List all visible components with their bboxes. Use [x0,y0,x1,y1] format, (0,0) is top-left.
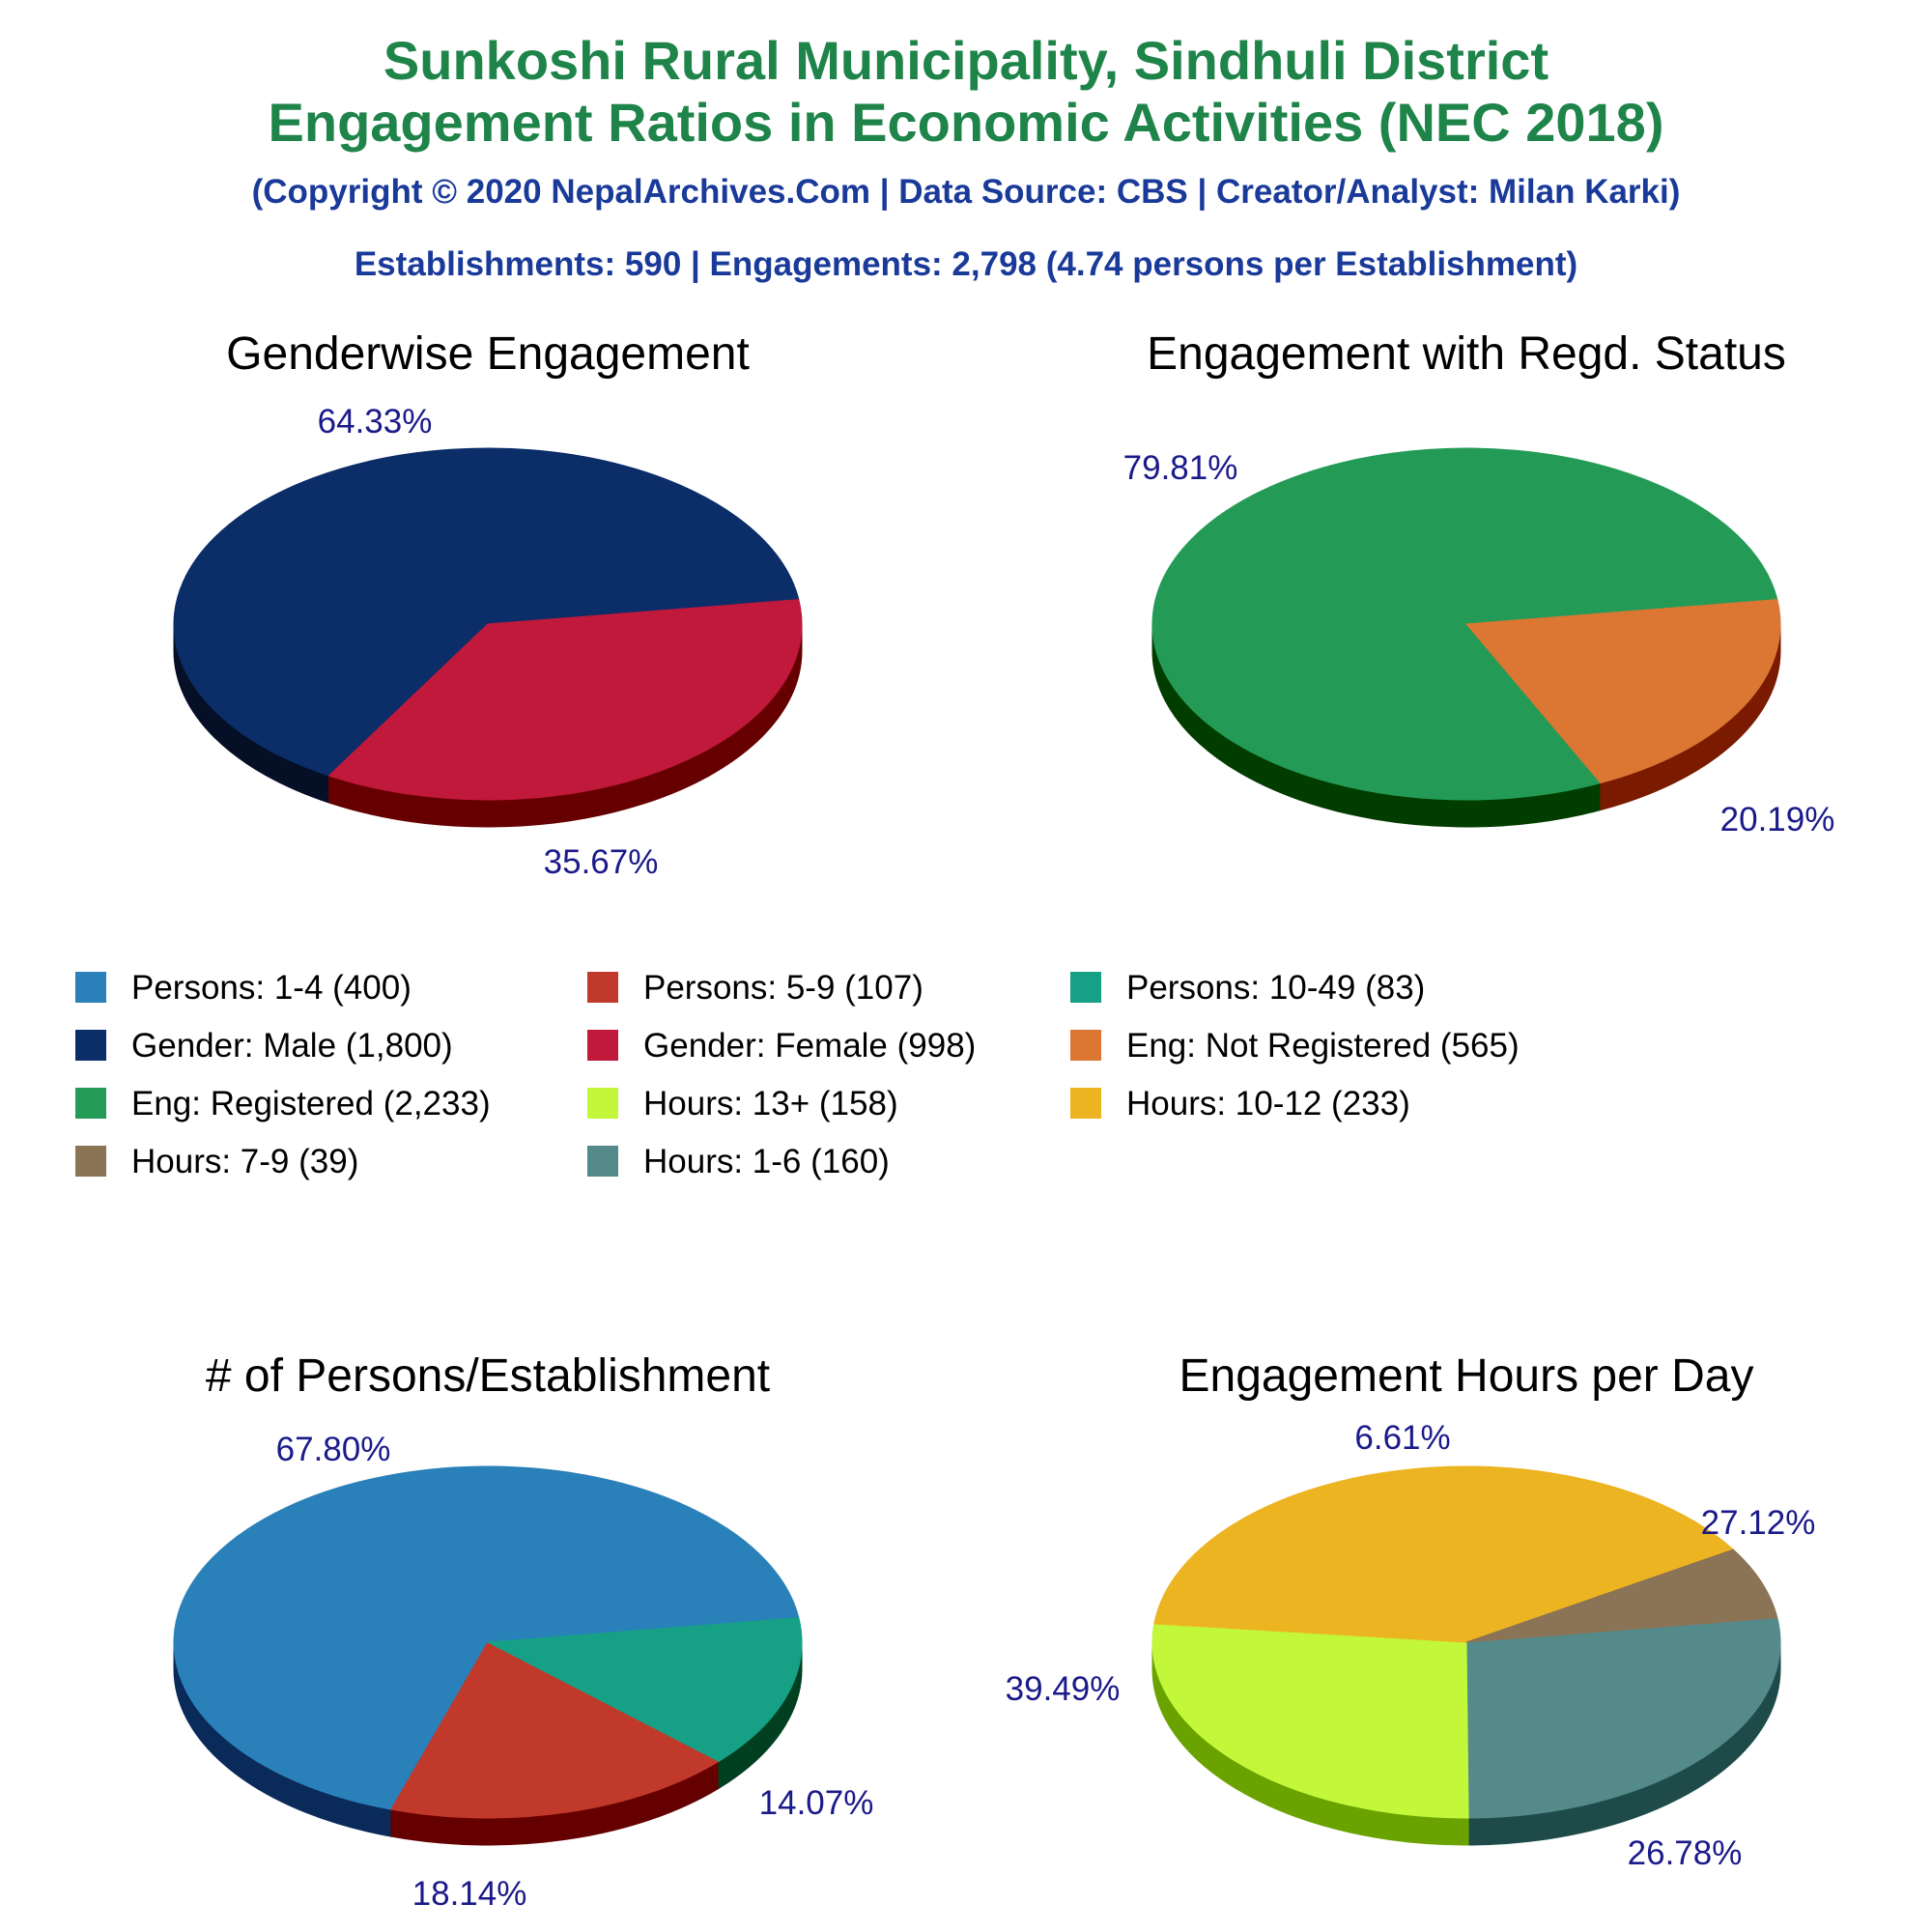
pie-title: # of Persons/Establishment [206,1350,770,1402]
pie-slice-persons-1-4 [173,1465,800,1810]
legend-label: Hours: 13+ (158) [643,1085,898,1122]
summary-line: Establishments: 590 | Engagements: 2,798… [355,245,1577,283]
chart-title-line-1: Sunkoshi Rural Municipality, Sindhuli Di… [384,30,1548,91]
pie-slice-hours-10-12 [1153,1465,1735,1643]
pie-chart-of-persons-establishment: # of Persons/Establishment 67.80% 18.14% 14… [173,1350,874,1913]
legend-swatch [587,1146,618,1177]
pie-title: Engagement with Regd. Status [1147,328,1786,380]
legend-label: Persons: 5-9 (107) [643,969,923,1007]
legend-item-eng-not-registered-565: Eng: Not Registered (565) [1070,1027,1520,1065]
legend-swatch [75,1146,106,1177]
pie-title: Genderwise Engagement [226,328,750,380]
pie-chart-genderwise-engagement: Genderwise Engagement 64.33% 35.67% [173,328,803,881]
pie-title: Engagement Hours per Day [1179,1350,1754,1402]
legend: Persons: 1-4 (400) Persons: 5-9 (107) Pers… [75,969,1520,1180]
pie-percent-label-eng-not-registered: 20.19% [1720,801,1835,838]
legend-swatch [1070,1088,1101,1119]
pie-percent-label-hours-1-6: 27.12% [1701,1504,1816,1542]
pie-chart-engagement-hours-per-day: Engagement Hours per Day 27.12% 26.78% 39.4… [1006,1350,1816,1872]
legend-label: Hours: 1-6 (160) [643,1143,890,1180]
pie-percent-label-gender-female: 35.67% [544,843,659,881]
pie-charts-group: Genderwise Engagement 64.33% 35.67% Engagem… [173,328,1835,1913]
pie-percent-label-hours-10-12: 39.49% [1006,1670,1121,1708]
pie-percent-label-eng-registered: 79.81% [1123,449,1238,487]
pie-slice-hours-13 [1151,1623,1469,1819]
pie-slice-eng-registered [1151,447,1778,801]
pie-slice-eng-not-registered [1464,599,1781,784]
legend-label: Gender: Male (1,800) [131,1027,453,1065]
pie-slice-persons-5-9 [390,1641,721,1819]
pie-percent-label-persons-1-4: 67.80% [276,1431,391,1468]
pie-slice-hours-1-6 [1465,1617,1781,1819]
pie-percent-label-persons-5-9: 18.14% [412,1875,527,1913]
pie-percent-label-hours-7-9: 6.61% [1354,1419,1450,1457]
legend-item-gender-female-998: Gender: Female (998) [587,1027,976,1065]
legend-swatch [587,1088,618,1119]
legend-label: Eng: Registered (2,233) [131,1085,491,1122]
legend-item-persons-1-4-400: Persons: 1-4 (400) [75,969,412,1007]
legend-item-hours-7-9-39: Hours: 7-9 (39) [75,1143,358,1180]
legend-item-persons-5-9-107: Persons: 5-9 (107) [587,969,923,1007]
legend-swatch [75,1030,106,1061]
legend-swatch [1070,972,1101,1003]
legend-item-hours-1-6-160: Hours: 1-6 (160) [587,1143,890,1180]
legend-item-gender-male-1-800: Gender: Male (1,800) [75,1027,453,1065]
legend-item-hours-13-158: Hours: 13+ (158) [587,1085,898,1122]
legend-label: Eng: Not Registered (565) [1126,1027,1520,1065]
legend-swatch [1070,1030,1101,1061]
legend-swatch [587,972,618,1003]
pie-percent-label-persons-10-49: 14.07% [759,1784,874,1822]
copyright-line: (Copyright © 2020 NepalArchives.Com | Da… [252,173,1681,211]
legend-label: Persons: 10-49 (83) [1126,969,1425,1007]
pie-slice-persons-10-49 [486,1617,803,1762]
pie-percent-label-hours-13: 26.78% [1628,1834,1743,1872]
chart-title-line-2: Engagement Ratios in Economic Activities… [269,92,1664,153]
legend-swatch [75,1088,106,1119]
pie-slice-gender-female [327,599,803,801]
pie-chart-engagement-with-regd-status: Engagement with Regd. Status 79.81% 20.19% [1123,328,1835,838]
pie-slice-hours-7-9 [1465,1548,1778,1643]
pie-percent-label-gender-male: 64.33% [318,403,433,440]
legend-swatch [75,972,106,1003]
legend-swatch [587,1030,618,1061]
legend-label: Persons: 1-4 (400) [131,969,412,1007]
legend-item-eng-registered-2-233: Eng: Registered (2,233) [75,1085,491,1122]
legend-item-persons-10-49-83: Persons: 10-49 (83) [1070,969,1425,1007]
pie-slice-gender-male [173,447,800,777]
legend-label: Hours: 10-12 (233) [1126,1085,1410,1122]
legend-label: Hours: 7-9 (39) [131,1143,358,1180]
legend-label: Gender: Female (998) [643,1027,976,1065]
legend-item-hours-10-12-233: Hours: 10-12 (233) [1070,1085,1410,1122]
